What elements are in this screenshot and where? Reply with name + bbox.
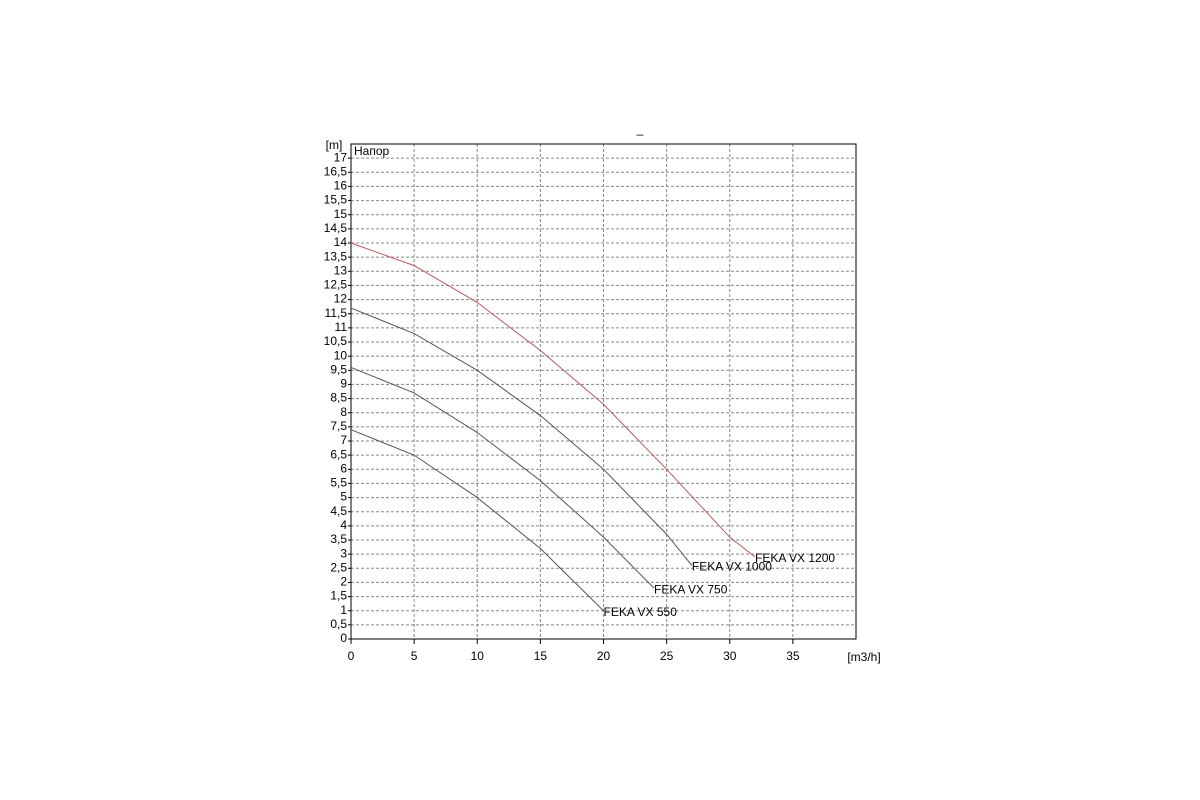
y-tick-label: 16 bbox=[334, 179, 348, 193]
series-line bbox=[350, 366, 655, 589]
y-tick-label: 0,5 bbox=[330, 617, 347, 631]
y-tick-label: 8 bbox=[340, 405, 347, 419]
y-tick-label: 13 bbox=[334, 263, 348, 277]
y-tick-label: 13,5 bbox=[324, 249, 348, 263]
y-tick-label: 9,5 bbox=[330, 362, 347, 376]
y-tick-label: 9 bbox=[340, 377, 347, 391]
y-tick-label: 7,5 bbox=[330, 419, 347, 433]
y-tick-label: 15,5 bbox=[324, 193, 348, 207]
y-tick-label: 14,5 bbox=[324, 221, 348, 235]
y-tick-label: 3,5 bbox=[330, 532, 347, 546]
y-tick-label: 2,5 bbox=[330, 560, 347, 574]
series-label: FEKA VX 1200 bbox=[755, 551, 835, 565]
y-tick-label: 10,5 bbox=[324, 334, 348, 348]
y-tick-label: 8,5 bbox=[330, 391, 347, 405]
annotation: Напор bbox=[354, 144, 390, 158]
y-tick-label: 3 bbox=[340, 546, 347, 560]
y-tick-label: 1 bbox=[340, 603, 347, 617]
y-tick-label: 7 bbox=[340, 433, 347, 447]
y-tick-label: 0 bbox=[340, 631, 347, 645]
y-tick-label: 4,5 bbox=[330, 504, 347, 518]
x-tick-label: 25 bbox=[660, 649, 674, 663]
y-tick-label: 5 bbox=[340, 490, 347, 504]
y-tick-label: 4 bbox=[340, 518, 347, 532]
y-tick-label: 12 bbox=[334, 292, 348, 306]
x-axis-label: [m3/h] bbox=[847, 650, 880, 664]
y-tick-label: 14 bbox=[334, 235, 348, 249]
y-tick-label: 6 bbox=[340, 461, 347, 475]
series-label: FEKA VX 750 bbox=[654, 582, 728, 596]
y-tick-label: 2 bbox=[340, 575, 347, 589]
y-tick-label: 11 bbox=[335, 320, 348, 334]
y-axis-label: [m] bbox=[326, 138, 343, 152]
chart-title: _ bbox=[636, 122, 644, 136]
x-tick-label: 0 bbox=[348, 649, 355, 663]
y-tick-label: 5,5 bbox=[330, 476, 347, 490]
x-tick-label: 15 bbox=[534, 649, 548, 663]
x-tick-label: 5 bbox=[411, 649, 418, 663]
x-tick-label: 35 bbox=[786, 649, 800, 663]
x-tick-label: 30 bbox=[723, 649, 737, 663]
y-tick-label: 11,5 bbox=[325, 306, 348, 320]
y-tick-label: 15 bbox=[334, 207, 348, 221]
y-tick-label: 17 bbox=[334, 150, 348, 164]
series-label: FEKA VX 1000 bbox=[692, 560, 772, 574]
x-tick-label: 10 bbox=[471, 649, 485, 663]
y-tick-label: 1,5 bbox=[330, 589, 347, 603]
series-line bbox=[350, 242, 756, 558]
x-tick-label: 20 bbox=[597, 649, 611, 663]
y-tick-label: 12,5 bbox=[324, 278, 348, 292]
series-line bbox=[350, 307, 693, 566]
y-tick-label: 16,5 bbox=[324, 164, 348, 178]
plot-frame bbox=[350, 143, 857, 640]
series-line bbox=[350, 429, 604, 612]
y-tick-label: 6,5 bbox=[330, 447, 347, 461]
series-label: FEKA VX 550 bbox=[604, 605, 678, 619]
y-tick-label: 10 bbox=[334, 348, 348, 362]
